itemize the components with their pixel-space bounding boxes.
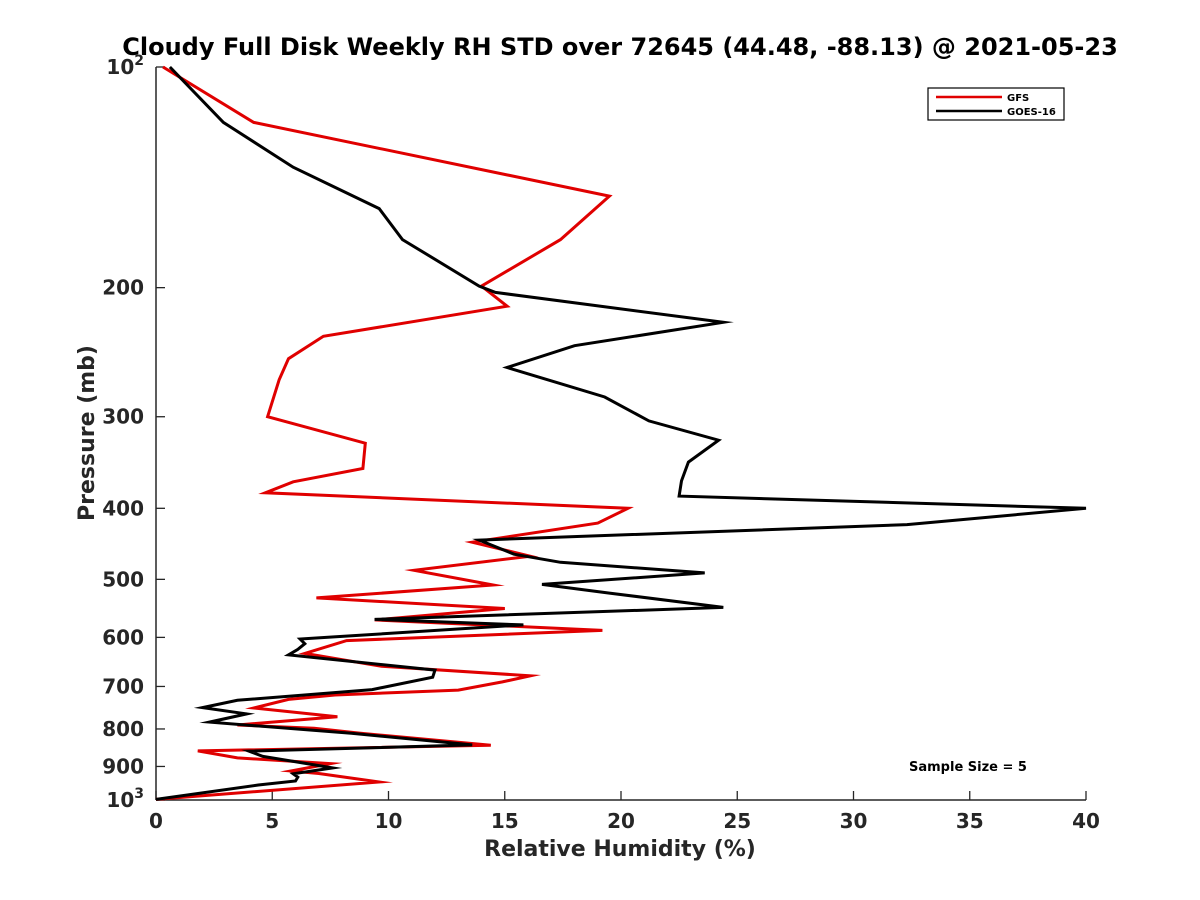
legend-label-goes16: GOES-16 [1007, 107, 1056, 118]
x-tick-label-0: 0 [149, 809, 163, 833]
y-tick-label-5: 600 [102, 625, 144, 649]
sample-size-annotation: Sample Size = 5 [909, 760, 1027, 775]
y-tick-label-7: 800 [102, 717, 144, 741]
x-axis-label: Relative Humidity (%) [484, 837, 756, 862]
y-tick-label-6: 700 [102, 674, 144, 698]
y-tick-label-1: 200 [102, 276, 144, 300]
plot-area: 0 5 10 15 20 25 30 35 40 10220030040050060070080… [102, 53, 1100, 833]
series-line-goes16 [155, 65, 1087, 801]
x-tick-label-8: 40 [1072, 809, 1100, 833]
y-tick-label-2: 300 [102, 405, 144, 429]
x-tick-label-1: 5 [265, 809, 279, 833]
x-tick-label-6: 30 [840, 809, 868, 833]
legend-box [927, 87, 1065, 121]
x-ticks: 0 5 10 15 20 25 30 35 40 [149, 791, 1100, 833]
series-lines [155, 65, 1087, 801]
chart-title: Cloudy Full Disk Weekly RH STD over 7264… [122, 33, 1118, 61]
x-tick-label-5: 25 [723, 809, 751, 833]
legend-label-gfs: GFS [1007, 93, 1029, 104]
y-axis-label: Pressure (mb) [75, 345, 100, 521]
y-tick-label-3: 400 [102, 496, 144, 520]
x-tick-label-4: 20 [607, 809, 635, 833]
x-tick-label-7: 35 [956, 809, 984, 833]
y-tick-label-4: 500 [102, 567, 144, 591]
x-tick-label-2: 10 [375, 809, 403, 833]
y-tick-label-8: 900 [102, 754, 144, 778]
x-tick-label-3: 15 [491, 809, 519, 833]
legend: GFS GOES-16 [927, 87, 1065, 121]
